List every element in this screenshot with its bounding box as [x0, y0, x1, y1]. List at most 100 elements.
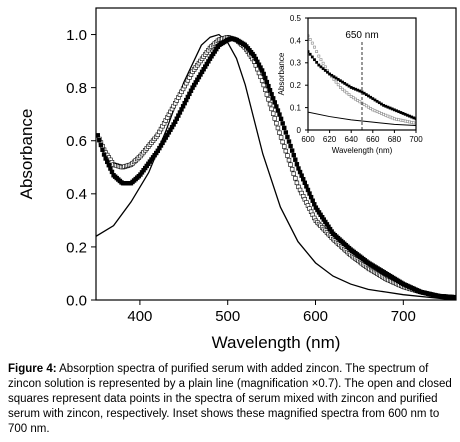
open-square-point	[269, 106, 274, 112]
caption-text: Absorption spectra of purified serum wit…	[8, 363, 452, 435]
closed-square-point	[301, 177, 306, 182]
closed-square-point	[285, 134, 290, 140]
x-tick-label: 600	[303, 308, 328, 325]
closed-square-point	[264, 79, 270, 85]
closed-square-point	[307, 191, 312, 196]
closed-square-point	[97, 138, 102, 143]
inset-chart: 600 620 640 660 680 700 0 0.1 0.2 0.3 0.4 0.5 Wavele…	[277, 14, 423, 155]
open-square-point	[313, 45, 316, 49]
open-square-point	[280, 139, 285, 145]
closed-square-point	[313, 58, 316, 62]
closed-square-point	[304, 184, 309, 189]
caption-lead: Figure 4:	[8, 363, 57, 375]
open-square-point	[294, 180, 300, 186]
open-square-point	[338, 86, 342, 89]
open-square-point	[347, 93, 351, 97]
open-square-point	[289, 167, 295, 172]
series-line-zincon	[96, 33, 456, 300]
x-tick-label: 700	[391, 308, 416, 325]
closed-square-point	[315, 60, 319, 64]
open-square-point	[308, 38, 312, 41]
figure: 400 500 600 700 0.0 0.2 0.4 0.6 0.8 1.0 Wavelength…	[17, 7, 457, 352]
closed-square-point	[452, 295, 456, 300]
closed-square-point	[319, 65, 323, 69]
annotation-label: 650 nm	[345, 30, 378, 41]
open-square-point	[274, 121, 279, 126]
open-square-point	[266, 97, 271, 102]
y-axis-label: Absorbance	[277, 52, 286, 95]
series-open-squares	[308, 34, 416, 125]
open-square-point	[286, 157, 292, 163]
closed-square-point	[280, 121, 285, 126]
y-tick-label: 0.2	[290, 81, 302, 90]
closed-square-point	[288, 143, 293, 149]
open-square-point	[270, 111, 276, 116]
y-tick-label: 0.3	[290, 59, 302, 68]
open-square-point	[259, 78, 265, 83]
closed-square-point	[261, 71, 266, 77]
open-square-point	[261, 82, 266, 88]
y-tick-label: 0.0	[66, 292, 87, 309]
closed-square-point	[270, 96, 276, 101]
closed-square-point	[269, 92, 274, 97]
closed-square-point	[96, 133, 100, 138]
open-square-point	[267, 101, 273, 107]
series-line-zincon	[308, 111, 416, 127]
closed-square-point	[274, 104, 279, 109]
open-square-point	[288, 162, 293, 167]
closed-square-point	[283, 130, 289, 135]
open-square-point	[343, 89, 347, 93]
open-square-point	[341, 87, 344, 91]
y-tick-label: 0.1	[290, 103, 302, 112]
open-square-point	[321, 61, 325, 65]
closed-square-point	[275, 108, 281, 113]
y-tick-label: 0.6	[66, 133, 87, 150]
closed-square-point	[259, 68, 265, 73]
closed-square-point	[278, 116, 284, 122]
closed-square-point	[100, 147, 105, 152]
open-square-point	[264, 92, 270, 97]
open-square-point	[293, 176, 298, 181]
x-tick-label: 400	[127, 308, 152, 325]
open-square-point	[310, 41, 314, 45]
x-tick-label: 500	[215, 308, 240, 325]
open-square-point	[317, 54, 321, 58]
open-square-point	[285, 153, 290, 158]
x-tick-label: 620	[323, 135, 337, 144]
closed-square-point	[291, 152, 296, 158]
y-tick-label: 0.4	[290, 36, 302, 45]
open-square-point	[323, 65, 327, 69]
figure-caption: Figure 4: Absorption spectra of purified…	[8, 362, 454, 437]
x-tick-label: 680	[388, 135, 402, 144]
closed-square-point	[321, 67, 325, 71]
closed-square-point	[286, 139, 292, 144]
closed-square-point	[282, 125, 287, 131]
closed-square-point	[289, 148, 295, 153]
open-square-point	[336, 83, 340, 87]
closed-square-point	[296, 166, 301, 171]
y-tick-label: 0.5	[290, 14, 302, 23]
open-square-point	[283, 148, 289, 154]
x-tick-label: 700	[409, 135, 423, 144]
closed-square-point	[101, 152, 107, 157]
plot-frame	[95, 7, 457, 301]
closed-square-point	[267, 88, 273, 93]
closed-square-point	[297, 169, 303, 175]
closed-square-point	[323, 69, 327, 72]
closed-square-point	[294, 162, 300, 167]
main-chart: 400 500 600 700 0.0 0.2 0.4 0.6 0.8 1.0 Wavelength…	[17, 7, 457, 352]
plot-frame	[307, 17, 417, 131]
closed-square-point	[308, 194, 314, 200]
closed-square-point	[310, 198, 315, 203]
closed-square-point	[98, 142, 104, 148]
closed-square-point	[308, 52, 312, 56]
x-axis-label: Wavelength (nm)	[332, 146, 393, 155]
y-tick-label: 0.2	[66, 239, 87, 256]
y-tick-label: 0.8	[66, 80, 87, 97]
y-axis-label: Absorbance	[17, 109, 36, 200]
open-square-point	[315, 50, 319, 54]
closed-square-point	[310, 55, 314, 59]
open-square-point	[278, 135, 284, 140]
closed-square-point	[266, 83, 271, 89]
open-square-point	[263, 87, 268, 92]
